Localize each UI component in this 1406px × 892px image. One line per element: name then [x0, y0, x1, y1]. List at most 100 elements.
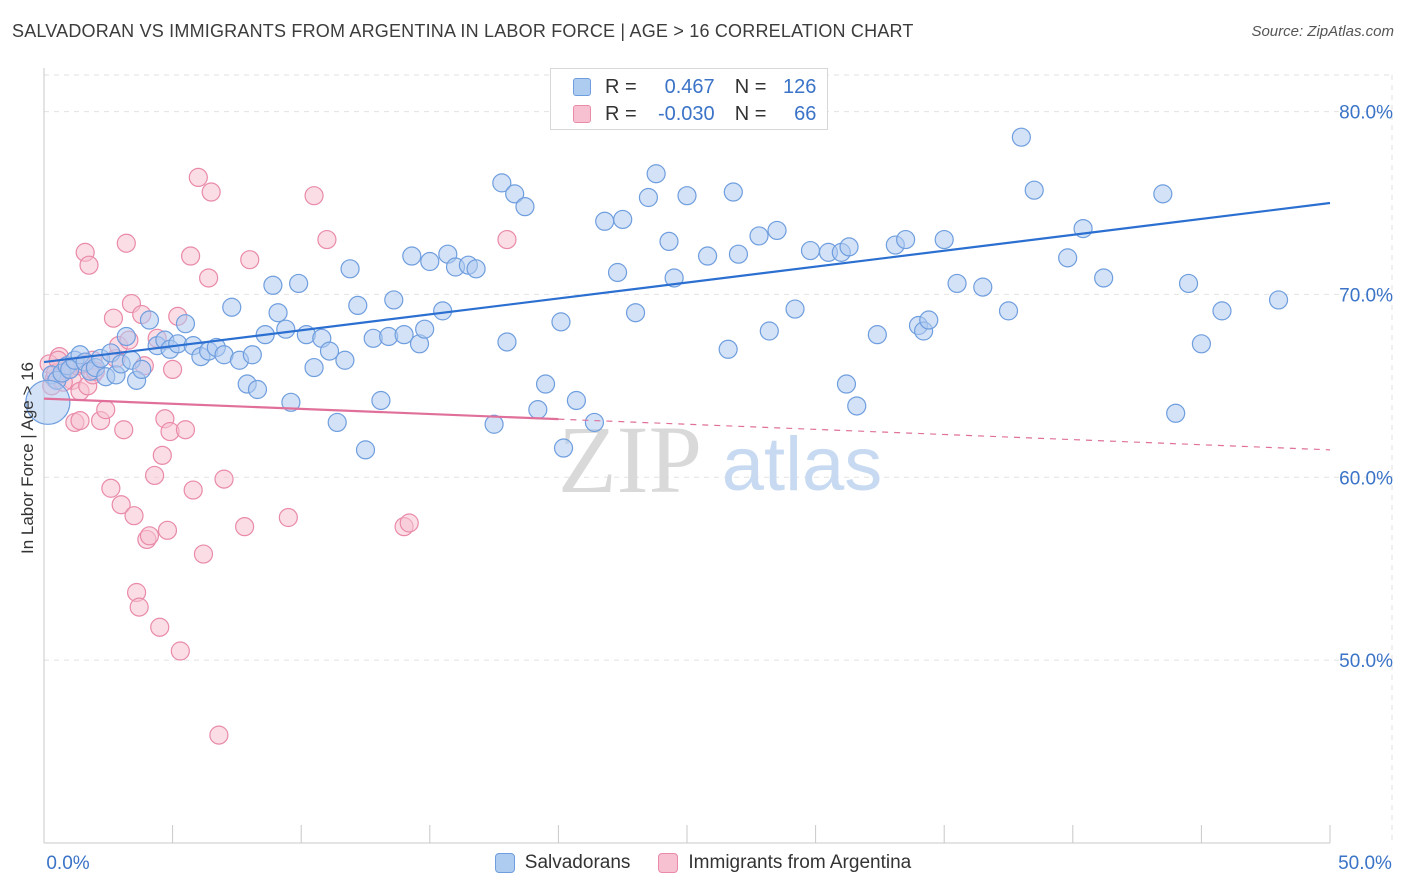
legend-swatch-pink	[573, 105, 591, 123]
legend-row-argentina: R = -0.030 N = 66	[573, 102, 816, 126]
y-tick-label: 80.0%	[1339, 103, 1393, 124]
data-point-salvadoran	[613, 209, 633, 230]
data-point-argentina	[199, 268, 219, 288]
legend-r-value: -0.030	[657, 102, 715, 125]
data-point-argentina	[399, 513, 419, 533]
legend-r-label: R =	[605, 75, 637, 98]
blue-points	[25, 127, 1289, 460]
legend-item-argentina: Immigrants from Argentina	[658, 852, 911, 874]
data-point-salvadoran	[348, 295, 368, 315]
trendline-salvadorans	[43, 201, 1331, 364]
source-label: Source: ZipAtlas.com	[1251, 23, 1394, 40]
data-point-salvadoran	[132, 359, 152, 379]
data-point-salvadoran	[638, 187, 659, 208]
legend-r-value: 0.467	[664, 75, 715, 98]
data-point-argentina	[157, 520, 178, 540]
data-point-argentina	[170, 641, 190, 661]
data-point-argentina	[103, 308, 124, 328]
y-tick-label: 70.0%	[1339, 285, 1393, 306]
data-point-salvadoran	[1058, 248, 1078, 268]
legend-item-salvadorans: Salvadorans	[494, 852, 630, 874]
data-point-salvadoran	[1153, 184, 1173, 204]
data-point-salvadoran	[625, 303, 646, 323]
data-point-argentina	[101, 478, 121, 498]
trendlines	[43, 201, 1331, 451]
tick-labels: 50.0% 60.0% 70.0% 80.0% 0.0% 50.0%	[46, 103, 1393, 874]
data-point-argentina	[209, 725, 229, 745]
data-point-salvadoran	[677, 186, 697, 206]
legend-label-argentina: Immigrants from Argentina	[688, 852, 912, 873]
data-point-salvadoran	[839, 237, 859, 257]
data-point-salvadoran	[919, 310, 939, 330]
data-point-salvadoran	[998, 301, 1019, 321]
axes	[43, 68, 1331, 844]
data-point-salvadoran	[551, 312, 571, 332]
data-point-argentina	[139, 526, 160, 546]
data-point-argentina	[240, 250, 260, 270]
data-point-salvadoran	[718, 339, 738, 359]
data-point-salvadoran	[607, 262, 628, 283]
x-tick-label: 0.0%	[46, 853, 89, 874]
data-point-salvadoran	[484, 414, 504, 434]
stats-legend: R = 0.467 N = 126 R = -0.030 N = 66	[550, 68, 828, 130]
data-point-salvadoran	[263, 275, 283, 295]
data-point-salvadoran	[247, 379, 268, 400]
data-point-argentina	[214, 469, 234, 489]
data-point-salvadoran	[553, 438, 574, 458]
data-point-salvadoran	[566, 390, 587, 411]
data-point-salvadoran	[836, 374, 857, 394]
data-point-salvadoran	[800, 240, 821, 261]
data-point-salvadoran	[1011, 127, 1031, 147]
data-point-argentina	[163, 359, 183, 379]
data-point-salvadoran	[785, 299, 805, 319]
x-tick-label: 50.0%	[1338, 853, 1392, 874]
data-point-salvadoran	[281, 392, 301, 412]
data-point-salvadoran	[340, 259, 360, 279]
data-point-argentina	[150, 617, 170, 637]
data-point-salvadoran	[268, 303, 288, 323]
data-point-salvadoran	[767, 220, 787, 241]
data-point-salvadoran	[384, 290, 404, 310]
data-point-salvadoran	[355, 440, 376, 460]
data-point-salvadoran	[934, 229, 954, 250]
data-point-salvadoran	[1024, 180, 1044, 200]
data-point-argentina	[96, 400, 116, 420]
data-point-salvadoran	[867, 325, 887, 345]
data-point-salvadoran	[528, 400, 548, 420]
data-point-argentina	[188, 167, 208, 187]
data-point-argentina	[497, 229, 517, 250]
data-point-argentina	[124, 506, 144, 526]
data-point-salvadoran	[749, 226, 769, 246]
data-point-argentina	[114, 420, 134, 440]
data-point-argentina	[304, 186, 324, 206]
data-point-salvadoran	[723, 182, 743, 202]
legend-r-label: R =	[605, 102, 637, 125]
legend-n-value: 66	[794, 102, 817, 125]
data-point-salvadoran	[1178, 273, 1199, 294]
data-point-salvadoran	[515, 197, 535, 217]
data-point-argentina	[79, 255, 99, 275]
data-point-salvadoran	[371, 390, 391, 411]
data-point-salvadoran	[415, 319, 435, 339]
y-axis-label: In Labor Force | Age > 16	[18, 361, 37, 555]
data-point-salvadoran	[595, 211, 615, 231]
data-point-salvadoran	[646, 164, 666, 184]
legend-row-salvadorans: R = 0.467 N = 126	[573, 75, 816, 99]
data-point-salvadoran	[535, 374, 556, 394]
data-point-salvadoran	[276, 319, 296, 339]
trendline-argentina-dashed	[558, 418, 1331, 451]
data-point-salvadoran	[1191, 334, 1212, 354]
data-point-salvadoran	[1268, 290, 1289, 310]
data-point-salvadoran	[759, 321, 779, 341]
data-point-salvadoran	[402, 246, 422, 266]
data-point-argentina	[70, 411, 90, 431]
legend-n-label: N =	[734, 102, 767, 125]
data-point-argentina	[278, 507, 298, 528]
gridlines	[44, 74, 1393, 843]
data-point-salvadoran	[973, 277, 993, 297]
data-point-salvadoran	[222, 297, 242, 317]
data-point-salvadoran	[25, 379, 71, 425]
data-point-salvadoran	[847, 396, 867, 416]
data-point-argentina	[152, 445, 172, 465]
